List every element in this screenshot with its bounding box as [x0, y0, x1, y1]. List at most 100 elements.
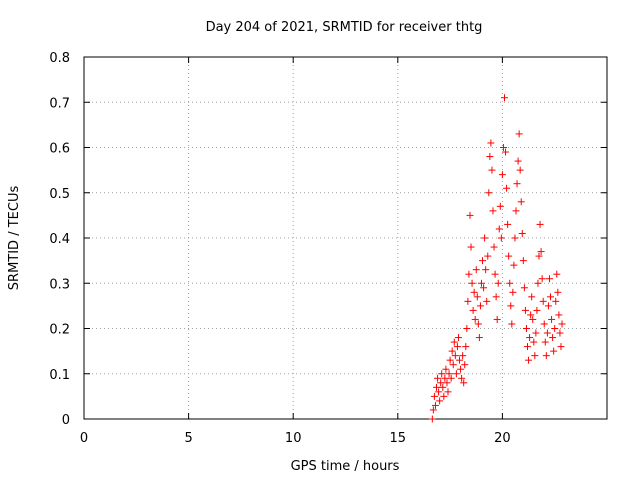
data-point — [488, 166, 496, 174]
x-axis-ticks: 0 5 10 15 20 — [80, 57, 511, 446]
data-point — [529, 315, 537, 323]
data-point — [446, 356, 454, 364]
data-point — [497, 234, 505, 242]
data-point — [475, 334, 483, 342]
data-point — [540, 320, 548, 328]
data-point — [552, 297, 560, 305]
data-point — [555, 311, 563, 319]
data-point — [515, 130, 523, 138]
data-point — [490, 243, 498, 251]
data-point — [453, 343, 461, 351]
data-point — [481, 234, 489, 242]
data-point — [440, 392, 448, 400]
data-point — [484, 252, 492, 260]
data-point — [502, 148, 510, 156]
data-point — [543, 329, 551, 337]
data-point — [476, 302, 484, 310]
data-point — [443, 379, 451, 387]
data-point — [442, 365, 450, 373]
data-point — [539, 297, 547, 305]
data-point — [430, 392, 438, 400]
y-tick-label: 0.8 — [49, 51, 70, 66]
data-point — [454, 334, 462, 342]
data-point — [429, 406, 437, 414]
data-point — [473, 293, 481, 301]
data-point — [450, 338, 458, 346]
y-tick-label: 0.5 — [49, 187, 70, 202]
data-point — [494, 279, 502, 287]
data-point — [469, 306, 477, 314]
data-point — [472, 266, 480, 274]
data-point — [464, 297, 472, 305]
y-axis-ticks: 0 0.1 0.2 0.3 0.4 0.5 0.6 0.7 0.8 — [49, 51, 607, 428]
data-point — [507, 302, 515, 310]
data-point — [485, 189, 493, 197]
data-point — [468, 279, 476, 287]
data-point — [448, 347, 456, 355]
data-point — [465, 270, 473, 278]
data-point — [544, 302, 552, 310]
data-point — [554, 288, 562, 296]
data-point — [451, 352, 459, 360]
x-tick-label: 10 — [285, 431, 302, 446]
data-point — [550, 347, 558, 355]
data-point — [456, 356, 464, 364]
data-point — [542, 352, 550, 360]
data-point — [509, 288, 517, 296]
y-tick-label: 0.7 — [49, 96, 70, 111]
data-point — [524, 343, 532, 351]
data-point — [536, 220, 544, 228]
data-point — [535, 252, 543, 260]
data-point — [516, 166, 524, 174]
data-point — [548, 315, 556, 323]
data-point — [547, 293, 555, 301]
data-point — [503, 184, 511, 192]
data-point — [498, 171, 506, 179]
data-point — [545, 275, 553, 283]
data-point — [439, 383, 447, 391]
data-point — [537, 248, 545, 256]
data-point — [445, 370, 453, 378]
x-axis-label: GPS time / hours — [291, 459, 400, 474]
y-tick-label: 0.1 — [49, 368, 70, 383]
data-point — [528, 293, 536, 301]
data-point — [436, 397, 444, 405]
data-point — [437, 379, 445, 387]
data-point — [486, 153, 494, 161]
data-point — [499, 144, 507, 151]
data-point — [459, 352, 467, 360]
x-tick-label: 5 — [184, 431, 192, 446]
data-point — [504, 220, 512, 228]
x-tick-label: 20 — [494, 431, 511, 446]
data-point — [470, 288, 478, 296]
data-point — [438, 370, 446, 378]
data-point — [441, 374, 449, 382]
data-point — [482, 266, 490, 274]
data-point — [479, 257, 487, 265]
data-point — [449, 361, 457, 369]
data-point — [462, 343, 470, 351]
data-point — [527, 311, 535, 319]
data-point — [511, 234, 519, 242]
data-point — [433, 383, 441, 391]
data-point — [493, 315, 501, 323]
data-point — [458, 374, 466, 382]
data-point — [526, 334, 534, 342]
data-point — [489, 207, 497, 215]
data-point — [460, 379, 468, 387]
y-tick-label: 0 — [62, 413, 70, 428]
data-point — [512, 207, 520, 215]
data-point — [508, 320, 516, 328]
data-point — [558, 320, 566, 328]
data-point — [531, 352, 539, 360]
data-point — [557, 343, 565, 351]
data-point — [513, 180, 521, 188]
data-point — [495, 225, 503, 233]
data-point — [463, 325, 471, 332]
data-point — [457, 365, 465, 373]
data-point — [466, 211, 474, 219]
data-point — [496, 202, 504, 210]
data-point — [491, 270, 499, 278]
